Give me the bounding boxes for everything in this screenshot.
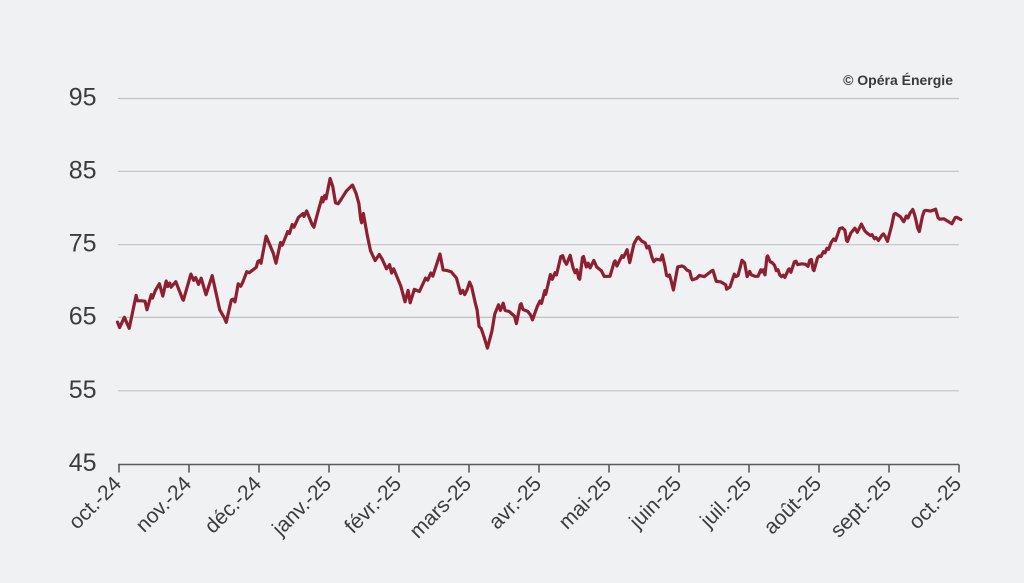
svg-text:75: 75	[69, 230, 97, 258]
svg-text:65: 65	[69, 302, 97, 330]
svg-text:55: 55	[69, 376, 97, 404]
svg-text:45: 45	[69, 449, 97, 477]
svg-text:© Opéra Énergie: © Opéra Énergie	[843, 72, 953, 88]
svg-text:95: 95	[69, 84, 97, 112]
svg-text:85: 85	[69, 156, 97, 184]
